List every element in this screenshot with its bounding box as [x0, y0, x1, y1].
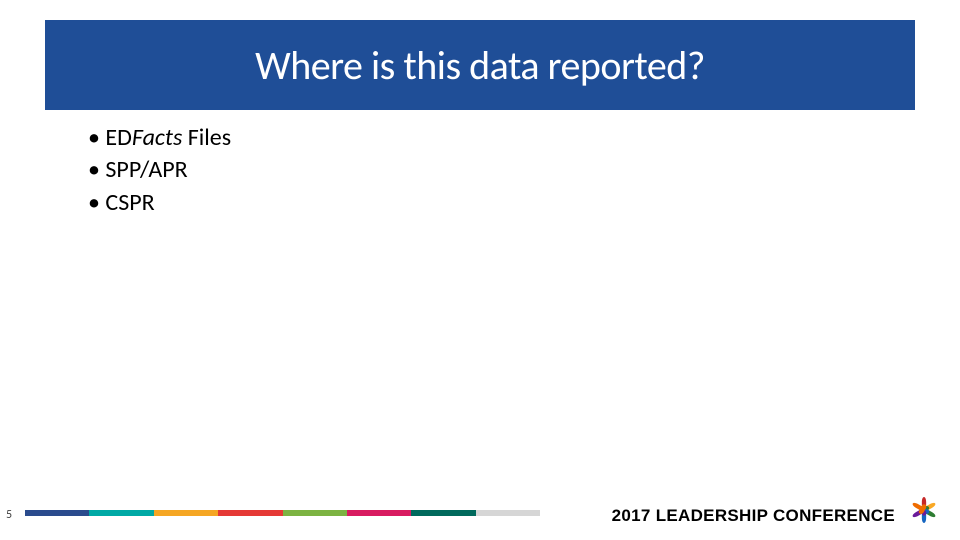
- footer-segment: [154, 510, 218, 516]
- bullet-list: EDFacts Files SPP/APR CSPR: [88, 122, 231, 219]
- footer-segment: [347, 510, 411, 516]
- hands-logo-icon: [900, 486, 948, 534]
- footer-segment: [476, 510, 540, 516]
- footer-segment: [89, 510, 153, 516]
- list-item: SPP/APR: [88, 154, 231, 186]
- bullet-text-prefix: ED: [105, 123, 131, 152]
- slide: Where is this data reported? EDFacts Fil…: [0, 0, 960, 540]
- bullet-text-suffix: Files: [182, 123, 231, 152]
- list-item: CSPR: [88, 187, 231, 219]
- page-number: 5: [6, 508, 12, 522]
- footer-accent-line: [25, 510, 540, 516]
- bullet-text-italic: Facts: [132, 123, 182, 152]
- footer-segment: [411, 510, 475, 516]
- title-band: Where is this data reported?: [45, 20, 915, 110]
- footer-segment: [283, 510, 347, 516]
- list-item: EDFacts Files: [88, 122, 231, 154]
- footer-segment: [218, 510, 282, 516]
- footer-text: 2017 LEADERSHIP CONFERENCE: [612, 506, 895, 526]
- slide-title: Where is this data reported?: [255, 41, 705, 90]
- footer-segment: [25, 510, 89, 516]
